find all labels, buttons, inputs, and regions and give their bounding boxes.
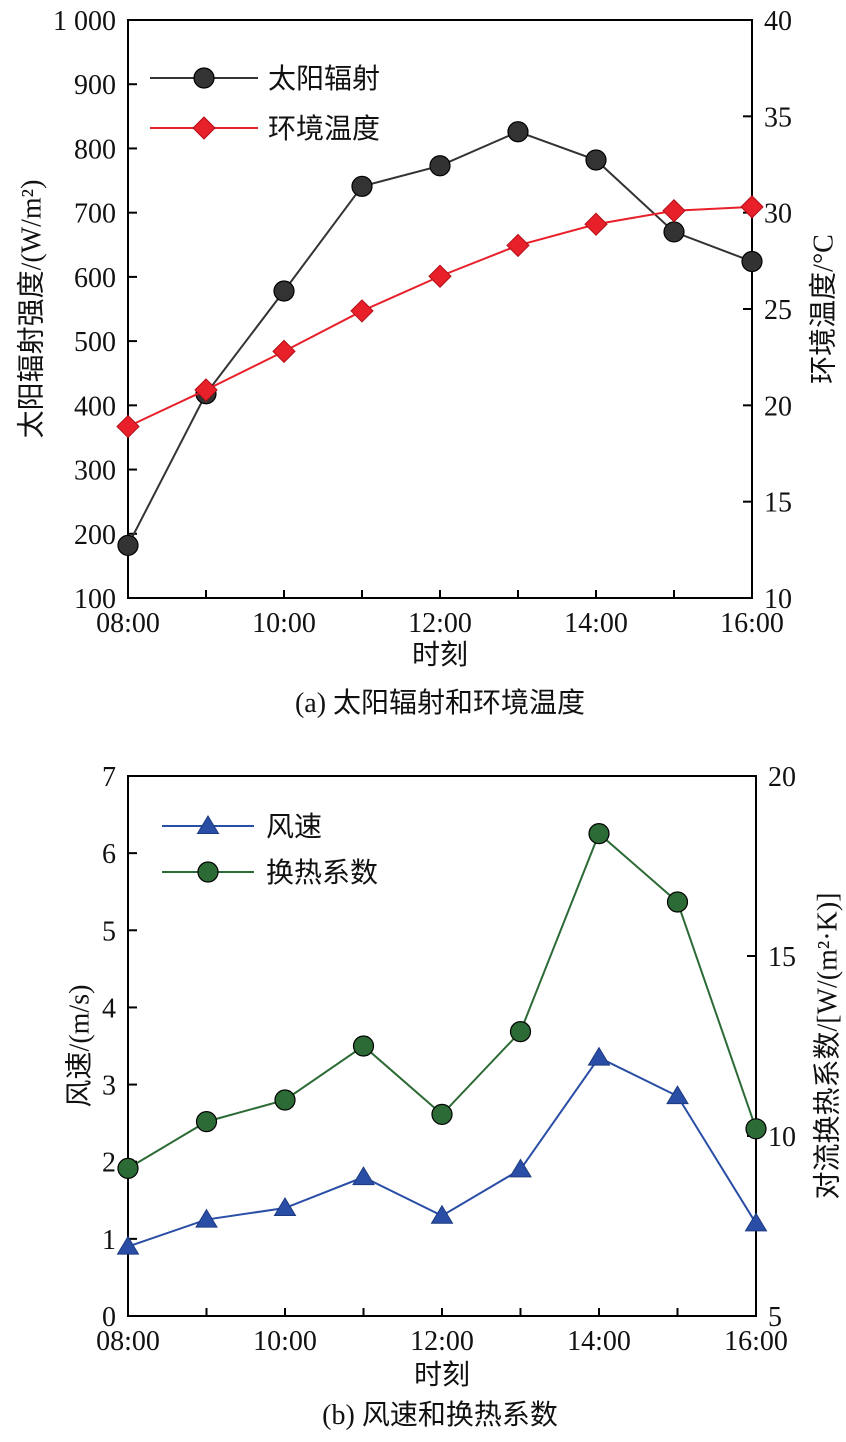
left-y-tick-label: 4 — [102, 993, 116, 1024]
data-point-circle — [352, 1035, 375, 1057]
right-y-axis-title: 对流换热系数/[W/(m²·K)] — [811, 892, 843, 1199]
left-y-tick-label: 900 — [74, 70, 116, 101]
x-tick-label: 16:00 — [720, 608, 784, 639]
data-point-triangle — [116, 1235, 140, 1255]
data-point-circle — [666, 891, 689, 913]
data-point-circle — [195, 1110, 218, 1133]
left-y-tick-label: 1 000 — [53, 6, 116, 37]
data-point-diamond — [272, 339, 296, 364]
data-point-diamond — [662, 199, 686, 223]
data-point-diamond — [194, 378, 218, 402]
left-y-tick-label: 100 — [74, 584, 116, 615]
data-point-triangle — [744, 1212, 768, 1232]
x-axis-title: 时刻 — [414, 1359, 470, 1391]
right-y-tick-label: 20 — [764, 391, 792, 422]
data-point-diamond — [116, 414, 140, 439]
data-point-diamond — [584, 212, 608, 236]
right-y-tick-label: 15 — [764, 488, 792, 519]
left-y-tick-label: 600 — [74, 263, 116, 294]
data-point-circle — [431, 1103, 453, 1126]
plot-frame — [127, 775, 757, 1317]
data-point-diamond — [740, 195, 764, 219]
data-point-triangle — [587, 1046, 611, 1066]
left-y-tick-label: 800 — [74, 134, 116, 165]
x-tick-label: 14:00 — [567, 1326, 631, 1357]
left-y-axis-title: 风速/(m/s) — [64, 985, 95, 1108]
right-y-axis-title: 环境温度/°C — [807, 234, 839, 384]
chart-b: 0 1 2 3 4 5 6 7 5 10 15 20 08:00 10:00 12:00 14:00 16:00… — [64, 762, 843, 1431]
data-point-triangle — [352, 1166, 375, 1186]
x-tick-label: 08:00 — [96, 608, 160, 639]
x-tick-label: 16:00 — [724, 1326, 788, 1357]
right-y-tick-label: 30 — [764, 199, 792, 230]
figure-caption: (b) 风速和换热系数 — [322, 1399, 558, 1431]
x-tick-label: 10:00 — [252, 608, 316, 639]
data-point-circle — [663, 221, 685, 243]
left-y-tick-label: 1 — [102, 1225, 116, 1256]
left-y-tick-label: 500 — [74, 327, 116, 358]
left-y-tick-label: 2 — [102, 1148, 116, 1179]
series-line-2 — [127, 205, 753, 428]
plot-frame — [127, 19, 753, 599]
data-point-circle — [117, 1157, 139, 1180]
data-point-triangle — [273, 1197, 297, 1216]
data-point-triangle — [509, 1158, 532, 1178]
legend-label: 风速 — [266, 812, 322, 843]
data-point-circle — [585, 149, 607, 171]
right-y-tick-label: 10 — [768, 1122, 796, 1153]
left-y-tick-label: 700 — [74, 199, 116, 230]
data-point-triangle — [430, 1204, 454, 1224]
legend-marker-circle — [197, 861, 219, 883]
left-y-tick-label: 300 — [74, 456, 116, 487]
data-point-circle — [274, 1089, 296, 1111]
x-tick-label: 08:00 — [96, 1326, 160, 1357]
right-y-tick-label: 25 — [764, 295, 792, 326]
data-point-circle — [507, 121, 529, 143]
x-tick-label: 12:00 — [410, 1326, 474, 1357]
legend-label: 换热系数 — [266, 857, 378, 889]
series-line-1 — [127, 130, 753, 546]
left-y-tick-label: 6 — [102, 839, 116, 870]
chart-a: 100 200 300 400 500 600 700 800 900 1 000 10 15 20 25… — [15, 6, 839, 719]
left-y-axis-title: 太阳辐射强度/(W/m²) — [15, 180, 47, 439]
right-y-tick-label: 20 — [768, 762, 796, 793]
data-point-circle — [588, 822, 610, 845]
data-point-diamond — [506, 233, 530, 258]
data-point-circle — [429, 155, 451, 177]
left-y-tick-label: 0 — [102, 1302, 116, 1333]
data-point-circle — [745, 1118, 767, 1140]
right-y-tick-label: 5 — [768, 1302, 782, 1333]
right-y-tick-label: 40 — [764, 6, 792, 37]
left-y-tick-label: 3 — [102, 1071, 116, 1102]
left-y-tick-label: 200 — [74, 520, 116, 551]
legend-marker-circle — [193, 67, 215, 89]
data-point-circle — [273, 280, 295, 302]
x-tick-label: 14:00 — [564, 608, 628, 639]
right-y-tick-label: 35 — [764, 102, 792, 133]
data-point-circle — [351, 175, 373, 197]
left-y-tick-label: 5 — [102, 916, 116, 947]
legend-marker-diamond — [192, 116, 216, 140]
x-tick-label: 12:00 — [408, 608, 472, 639]
data-point-circle — [509, 1020, 532, 1043]
figure-caption: (a) 太阳辐射和环境温度 — [295, 687, 585, 719]
legend-marker-triangle — [196, 815, 220, 834]
left-y-tick-label: 7 — [102, 762, 116, 793]
data-point-triangle — [666, 1085, 689, 1105]
x-tick-label: 10:00 — [253, 1326, 317, 1357]
right-y-tick-label: 15 — [768, 942, 796, 973]
data-point-diamond — [428, 264, 452, 288]
legend-label: 环境温度 — [268, 113, 380, 145]
x-axis-title: 时刻 — [412, 639, 468, 671]
right-y-tick-label: 10 — [764, 584, 792, 615]
left-y-tick-label: 400 — [74, 391, 116, 422]
data-point-circle — [741, 250, 763, 273]
legend-label: 太阳辐射 — [268, 63, 380, 95]
data-point-circle — [117, 534, 139, 556]
data-point-triangle — [195, 1208, 218, 1228]
data-point-diamond — [350, 299, 374, 323]
